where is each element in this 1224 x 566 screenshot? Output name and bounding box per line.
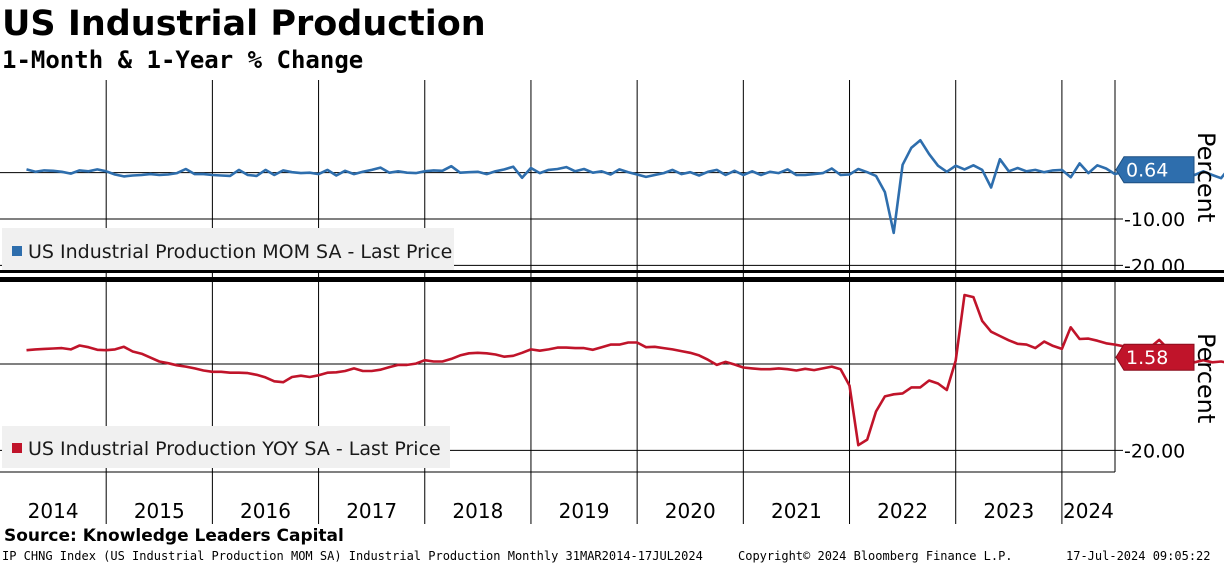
yoy-legend-label: US Industrial Production YOY SA - Last P… <box>28 438 441 460</box>
copyright-note: Copyright© 2024 Bloomberg Finance L.P. <box>738 549 1013 563</box>
mom-legend: US Industrial Production MOM SA - Last P… <box>2 228 454 270</box>
yoy-last-value-label: 1.58 <box>1126 347 1168 369</box>
yoy-last-value-badge: 1.58 <box>1115 343 1195 371</box>
mom-legend-label: US Industrial Production MOM SA - Last P… <box>28 241 452 263</box>
x-tick-label: 2016 <box>240 499 291 523</box>
mom-last-value-label: 0.64 <box>1126 160 1168 182</box>
x-tick-label: 2021 <box>771 499 822 523</box>
x-tick-label: 2022 <box>877 499 928 523</box>
mom-y-tick-label: -10.00 <box>1124 209 1185 231</box>
x-tick-label: 2023 <box>983 499 1034 523</box>
x-tick-label: 2014 <box>28 499 79 523</box>
x-tick-label: 2017 <box>346 499 397 523</box>
mom-last-value-badge: 0.64 <box>1115 156 1195 184</box>
mom-legend-swatch <box>12 246 22 256</box>
x-tick-label: 2015 <box>134 499 185 523</box>
yoy-y-axis-title: Percent <box>1192 333 1220 423</box>
x-tick-label: 2019 <box>559 499 610 523</box>
index-info: IP CHNG Index (US Industrial Production … <box>2 549 703 563</box>
page-subtitle: 1-Month & 1-Year % Change <box>2 46 364 74</box>
page-title: US Industrial Production <box>2 4 486 44</box>
yoy-legend-swatch <box>12 443 22 453</box>
yoy-series-line <box>26 293 1224 447</box>
yoy-legend: US Industrial Production YOY SA - Last P… <box>2 426 450 468</box>
panel-separator-bottom <box>0 277 1224 282</box>
x-tick-label: 2020 <box>665 499 716 523</box>
x-tick-label: 2024 <box>1063 499 1114 523</box>
x-tick-label: 2018 <box>452 499 503 523</box>
mom-y-axis-title: Percent <box>1192 132 1220 222</box>
yoy-y-tick-label: -20.00 <box>1124 440 1185 462</box>
source-note: Source: Knowledge Leaders Capital <box>4 526 344 546</box>
mom-y-tick-label: -20.00 <box>1124 255 1185 277</box>
timestamp: 17-Jul-2024 09:05:22 <box>1066 549 1211 563</box>
panel-separator-top <box>0 270 1224 273</box>
